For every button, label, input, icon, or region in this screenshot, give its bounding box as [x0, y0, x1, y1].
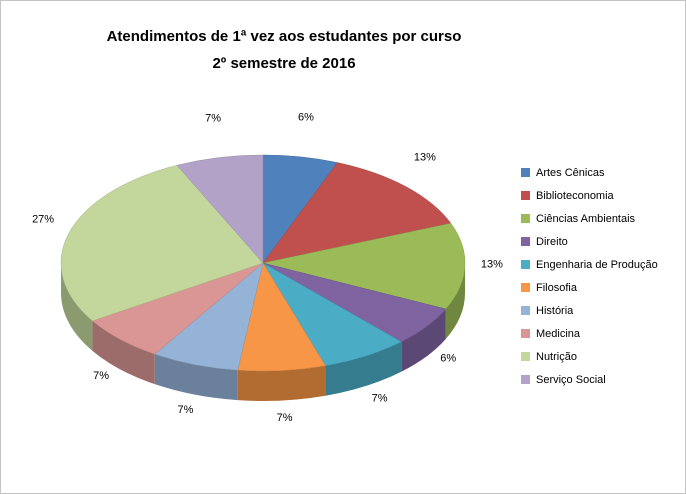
percent-label: 27%	[32, 214, 54, 226]
pie-slice	[262, 162, 452, 264]
legend-item: Medicina	[521, 322, 681, 345]
legend-swatch	[521, 260, 530, 269]
legend-swatch	[521, 214, 530, 223]
percent-label: 13%	[481, 259, 503, 271]
pie-slice-rim	[325, 341, 402, 396]
legend-item: Ciências Ambientais	[521, 207, 681, 230]
legend-item: Filosofia	[521, 276, 681, 299]
chart-title: Atendimentos de 1ª vez aos estudantes po…	[1, 23, 567, 77]
legend-label: Engenharia de Produção	[536, 258, 658, 271]
pie-slice-rim	[61, 263, 93, 351]
percent-label: 7%	[277, 412, 293, 424]
legend-label: Nutrição	[536, 350, 577, 363]
legend-item: Nutrição	[521, 345, 681, 368]
legend-item: Direito	[521, 230, 681, 253]
pie-slice-rim	[401, 308, 446, 372]
percent-label: 13%	[414, 151, 436, 163]
pie-slice-rim	[237, 365, 326, 401]
chart-legend: Artes Cênicas Biblioteconomia Ciências Amb…	[521, 161, 681, 391]
legend-label: Ciências Ambientais	[536, 212, 636, 225]
pie-slice-rim	[154, 354, 238, 401]
legend-label: História	[536, 304, 574, 317]
legend-label: Filosofia	[536, 281, 577, 294]
percent-label: 6%	[298, 112, 314, 124]
legend-swatch	[521, 237, 530, 246]
legend-swatch	[521, 168, 530, 177]
legend-label: Biblioteconomia	[536, 189, 614, 202]
percent-label: 7%	[93, 370, 109, 382]
legend-item: História	[521, 299, 681, 322]
chart-title-line1: Atendimentos de 1ª vez aos estudantes po…	[106, 28, 462, 45]
pie-slice-rim	[92, 320, 155, 385]
legend-swatch	[521, 191, 530, 200]
legend-label: Medicina	[536, 327, 581, 340]
percent-label: 7%	[177, 404, 193, 416]
chart-title-line2: 2º semestre de 2016	[212, 55, 356, 72]
pie-slice	[176, 154, 264, 264]
legend-item: Engenharia de Produção	[521, 253, 681, 276]
pie-slice	[262, 222, 466, 310]
legend-item: Serviço Social	[521, 368, 681, 391]
legend-label: Artes Cênicas	[536, 166, 605, 179]
legend-item: Artes Cênicas	[521, 161, 681, 184]
pie-slice-rim	[445, 263, 465, 339]
legend-swatch	[521, 283, 530, 292]
legend-label: Direito	[536, 235, 568, 248]
percent-label: 7%	[205, 112, 221, 124]
legend-swatch	[521, 306, 530, 315]
legend-label: Serviço Social	[536, 373, 606, 386]
legend-item: Biblioteconomia	[521, 184, 681, 207]
legend-swatch	[521, 352, 530, 361]
percent-label: 7%	[372, 392, 388, 404]
pie-slice	[60, 164, 264, 322]
legend-swatch	[521, 375, 530, 384]
legend-swatch	[521, 329, 530, 338]
percent-label: 6%	[440, 353, 456, 365]
